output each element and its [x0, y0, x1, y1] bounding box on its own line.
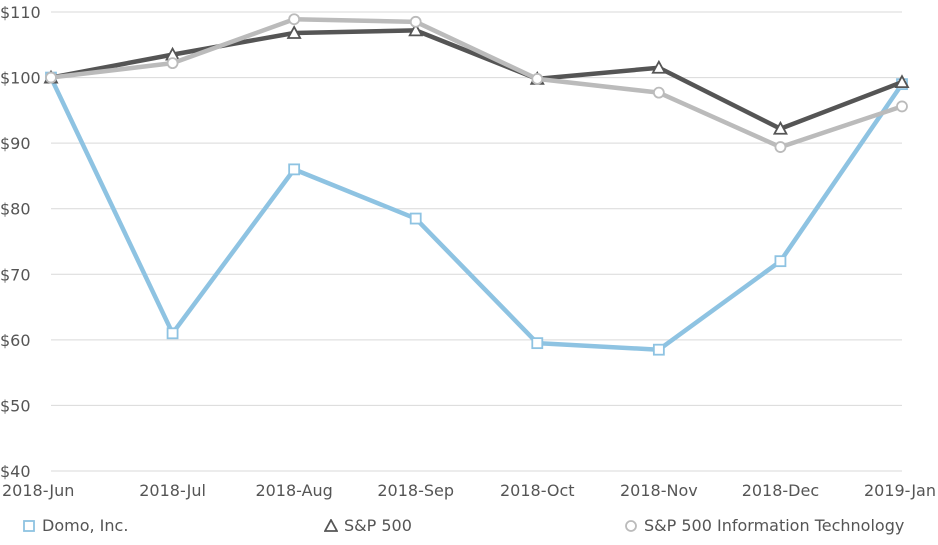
x-tick-label: 2018-Oct	[500, 481, 575, 500]
x-tick-label: 2018-Dec	[742, 481, 819, 500]
y-tick-label: $110	[0, 3, 41, 22]
data-point-circle	[166, 57, 179, 70]
data-point-triangle	[772, 120, 788, 135]
y-tick-label: $100	[0, 69, 41, 88]
data-point-triangle	[286, 25, 302, 39]
y-tick-label: $50	[0, 396, 31, 415]
data-point-circle	[774, 141, 787, 153]
series-0	[45, 71, 908, 356]
y-tick-label: $40	[0, 462, 31, 481]
data-point-square	[409, 212, 422, 225]
data-point-square	[652, 343, 665, 356]
legend-marker-triangle	[324, 518, 338, 532]
line-chart: $40$50$60$70$80$90$100$110 2018-Jun 2018-…	[0, 3, 936, 500]
x-tick-label: 2018-Aug	[255, 481, 332, 500]
legend-item[interactable]: S&P 500	[324, 516, 412, 535]
legend-item[interactable]: Domo, Inc.	[22, 516, 128, 535]
data-point-circle	[896, 100, 908, 113]
x-tick-label: 2018-Nov	[620, 481, 698, 500]
series-2	[45, 13, 908, 153]
x-tick-label: 2018-Jun	[2, 481, 74, 500]
y-tick-label: $80	[0, 200, 31, 219]
legend-marker-circle	[625, 519, 637, 532]
data-point-square	[774, 255, 787, 268]
series-line	[48, 28, 905, 131]
legend-marker-square	[23, 519, 35, 532]
data-point-triangle	[408, 22, 424, 37]
x-tick-label: 2018-Sep	[377, 481, 454, 500]
series-line	[48, 16, 905, 150]
data-point-circle	[45, 71, 57, 84]
x-axis-ticks: 2018-Jun 2018-Jul 2018-Aug 2018-Sep 2018-Oct…	[2, 481, 936, 500]
data-point-circle	[531, 72, 544, 85]
data-point-triangle	[894, 74, 910, 89]
grid-lines	[51, 11, 902, 472]
series-group	[43, 13, 910, 356]
data-point-square	[166, 327, 179, 340]
x-tick-label: 2018-Jul	[139, 481, 206, 500]
data-point-circle	[409, 15, 422, 28]
x-tick-label: 2019-Jan	[864, 481, 936, 500]
data-point-circle	[288, 13, 301, 26]
y-tick-label: $60	[0, 331, 31, 350]
data-point-square	[531, 337, 544, 350]
legend-item[interactable]: S&P 500 Information Technology	[624, 516, 904, 535]
data-point-square	[288, 163, 301, 176]
data-point-circle	[652, 86, 665, 99]
legend-label: S&P 500	[344, 516, 412, 535]
y-axis-ticks: $40 $50 $60 $70 $80 $90 $100 $110	[0, 3, 41, 481]
legend-label: Domo, Inc.	[42, 516, 129, 535]
y-tick-label: $90	[0, 134, 31, 153]
legend: Domo, Inc. S&P 500 S&P 500 Information Tec…	[0, 516, 938, 544]
series-1	[43, 22, 910, 135]
y-tick-label: $70	[0, 265, 31, 284]
data-point-triangle	[651, 59, 667, 74]
series-line	[48, 75, 905, 352]
legend-label: S&P 500 Information Technology	[644, 516, 905, 535]
